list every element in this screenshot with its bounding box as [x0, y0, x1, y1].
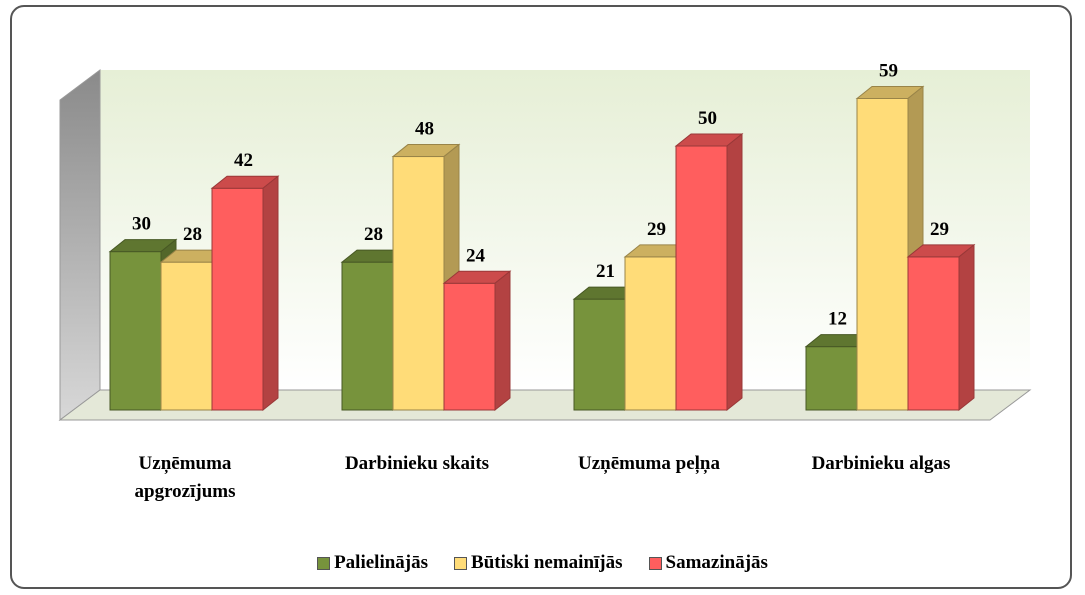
bar-front: [856, 97, 909, 411]
bar-front: [624, 256, 677, 411]
data-label: 28: [364, 224, 383, 245]
bar-front: [109, 251, 162, 411]
legend: Palielinājās Būtiski nemainījās Samazinājā…: [0, 552, 1085, 574]
bar-front: [675, 145, 728, 411]
legend-label: Būtiski nemainījās: [471, 552, 623, 573]
data-label: 21: [596, 261, 615, 282]
bar-front: [907, 256, 960, 411]
chart-frame: [10, 5, 1072, 589]
x-tick-label: Uzņēmuma peļņa: [578, 453, 720, 474]
bar-side: [726, 132, 743, 412]
data-label: 29: [647, 219, 666, 240]
x-tick-label: Darbinieku skaits: [344, 453, 490, 474]
legend-label: Samazinājās: [665, 552, 768, 573]
legend-item: Palielinājās: [317, 552, 428, 574]
bar: [674, 132, 744, 412]
data-label: 48: [415, 119, 434, 140]
bar-front: [160, 261, 213, 411]
data-label: 12: [828, 309, 847, 330]
data-label: 50: [698, 108, 717, 129]
x-tick-label: Uzņēmuma apgrozījums: [134, 453, 236, 502]
bar-side: [958, 243, 975, 412]
side-wall: [59, 69, 101, 421]
legend-swatch: [317, 556, 331, 570]
data-label: 30: [132, 214, 151, 235]
bar-side: [494, 270, 511, 412]
x-tick-label: Darbinieku algas: [811, 453, 951, 474]
data-label: 59: [879, 60, 898, 81]
legend-item: Samazinājās: [648, 552, 768, 574]
legend-label: Palielinājās: [334, 552, 429, 573]
bar-front: [392, 156, 445, 411]
bar-front: [805, 346, 858, 411]
bar: [210, 175, 280, 412]
bar-front: [573, 298, 626, 411]
legend-swatch: [648, 556, 662, 570]
data-label: 42: [234, 150, 253, 171]
bar: [442, 270, 512, 412]
bar: [572, 286, 642, 412]
bar: [906, 243, 976, 412]
data-label: 28: [183, 224, 202, 245]
bar-side: [262, 175, 279, 412]
legend-item: Būtiski nemainījās: [454, 552, 623, 574]
data-label: 29: [930, 219, 949, 240]
bar-front: [341, 261, 394, 411]
bar-front: [443, 282, 496, 411]
legend-swatch: [454, 556, 468, 570]
bar-front: [211, 187, 264, 411]
data-label: 24: [466, 245, 486, 266]
floor: [58, 389, 1032, 421]
